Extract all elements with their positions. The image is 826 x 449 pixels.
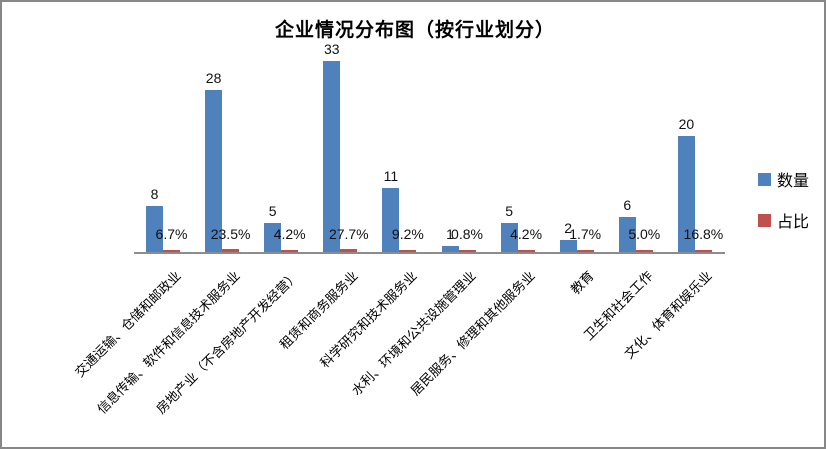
count-data-label: 8 bbox=[150, 186, 159, 202]
count-data-label: 1 bbox=[446, 226, 454, 242]
legend-quantity-swatch-icon bbox=[758, 172, 771, 186]
category-label: 交通运输、仓储和邮政业 bbox=[71, 268, 184, 380]
count-data-label: 28 bbox=[205, 70, 222, 86]
count-bar bbox=[618, 217, 636, 252]
count-data-label: 5 bbox=[268, 203, 277, 219]
ratio-bar bbox=[635, 250, 653, 252]
count-bar bbox=[677, 136, 695, 252]
ratio-data-label: 27.7% bbox=[328, 226, 369, 242]
count-data-label: 11 bbox=[383, 168, 399, 184]
legend-item-ratio: 占比 bbox=[758, 208, 809, 232]
x-axis-line bbox=[134, 252, 725, 254]
count-bar bbox=[382, 188, 400, 252]
ratio-bar bbox=[399, 250, 417, 252]
count-bar bbox=[559, 240, 577, 252]
legend-quantity-label: 数量 bbox=[777, 173, 810, 190]
count-bar bbox=[205, 90, 223, 252]
legend-item-quantity: 数量 bbox=[758, 167, 809, 191]
count-bar bbox=[500, 223, 518, 252]
count-data-label: 5 bbox=[505, 203, 513, 219]
ratio-bar bbox=[458, 250, 476, 252]
count-data-label: 6 bbox=[623, 197, 632, 213]
ratio-bar bbox=[163, 250, 180, 252]
legend-ratio-swatch-icon bbox=[758, 213, 771, 227]
legend: 数量 占比 bbox=[758, 167, 809, 249]
category-label: 教育 bbox=[567, 268, 597, 298]
count-data-label: 33 bbox=[324, 41, 340, 57]
ratio-data-label: 1.7% bbox=[569, 226, 602, 242]
ratio-data-label: 0.8% bbox=[451, 226, 483, 242]
ratio-data-label: 23.5% bbox=[210, 226, 251, 242]
ratio-bar bbox=[281, 250, 299, 252]
count-bar bbox=[264, 223, 282, 252]
ratio-data-label: 16.8% bbox=[683, 226, 724, 242]
ratio-bar bbox=[222, 249, 240, 252]
count-bar bbox=[323, 61, 341, 252]
legend-ratio-label: 占比 bbox=[777, 214, 810, 231]
ratio-data-label: 9.2% bbox=[391, 226, 424, 242]
count-bar bbox=[441, 246, 459, 252]
ratio-bar bbox=[694, 250, 712, 252]
ratio-data-label: 6.7% bbox=[155, 226, 188, 242]
ratio-data-label: 5.0% bbox=[628, 226, 661, 242]
count-data-label: 20 bbox=[678, 116, 695, 132]
chart-title: 企业情况分布图（按行业划分） bbox=[274, 20, 555, 41]
ratio-bar bbox=[517, 250, 535, 252]
ratio-data-label: 4.2% bbox=[273, 226, 306, 242]
ratio-bar bbox=[340, 249, 358, 252]
ratio-bar bbox=[576, 250, 594, 252]
count-bar bbox=[146, 206, 163, 252]
count-data-label: 2 bbox=[564, 220, 573, 236]
ratio-data-label: 4.2% bbox=[510, 226, 543, 242]
